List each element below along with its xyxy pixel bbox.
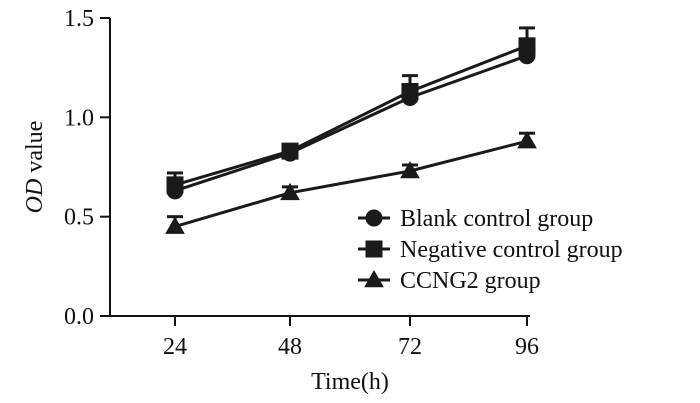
data-point xyxy=(401,83,419,101)
series-circle xyxy=(166,47,536,200)
legend-item: CCNG2 group xyxy=(358,268,541,294)
series-line xyxy=(174,54,528,193)
data-point xyxy=(165,216,185,234)
data-point xyxy=(400,160,420,179)
legend-marker xyxy=(365,240,383,258)
data-point xyxy=(281,142,299,160)
x-tick-label: 72 xyxy=(398,334,422,360)
y-tick-label: 1.0 xyxy=(64,105,94,131)
legend-label: Blank control group xyxy=(400,206,593,232)
x-tick-label: 96 xyxy=(515,334,539,360)
legend: Blank control group Negative control grou… xyxy=(358,206,623,294)
series-line xyxy=(174,139,528,229)
data-point xyxy=(517,131,537,149)
y-axis-title: OD value xyxy=(22,121,48,214)
y-axis-title-rest: value xyxy=(22,121,48,179)
x-axis-title: Time(h) xyxy=(311,369,389,395)
legend-item: Blank control group xyxy=(358,206,593,232)
series-triangle xyxy=(165,131,537,234)
data-point xyxy=(280,182,300,201)
legend-marker xyxy=(365,209,383,227)
legend-marker xyxy=(364,269,384,288)
data-point xyxy=(166,176,184,194)
y-tick-label: 0.5 xyxy=(64,205,94,231)
series-line xyxy=(174,44,528,187)
series-layer xyxy=(165,26,537,234)
y-tick-label: 0.0 xyxy=(64,304,94,330)
x-tick-label: 48 xyxy=(278,334,302,360)
axes: 0.0 0.5 1.0 1.5 24 48 72 96 xyxy=(64,6,539,360)
y-axis-title-italic: OD xyxy=(22,179,48,214)
y-tick-label: 1.5 xyxy=(64,6,94,32)
legend-label: Negative control group xyxy=(400,237,623,263)
data-point xyxy=(518,37,536,55)
x-tick-label: 24 xyxy=(163,334,187,360)
legend-item: Negative control group xyxy=(358,237,623,263)
legend-label: CCNG2 group xyxy=(400,268,541,294)
series-square xyxy=(166,26,536,194)
